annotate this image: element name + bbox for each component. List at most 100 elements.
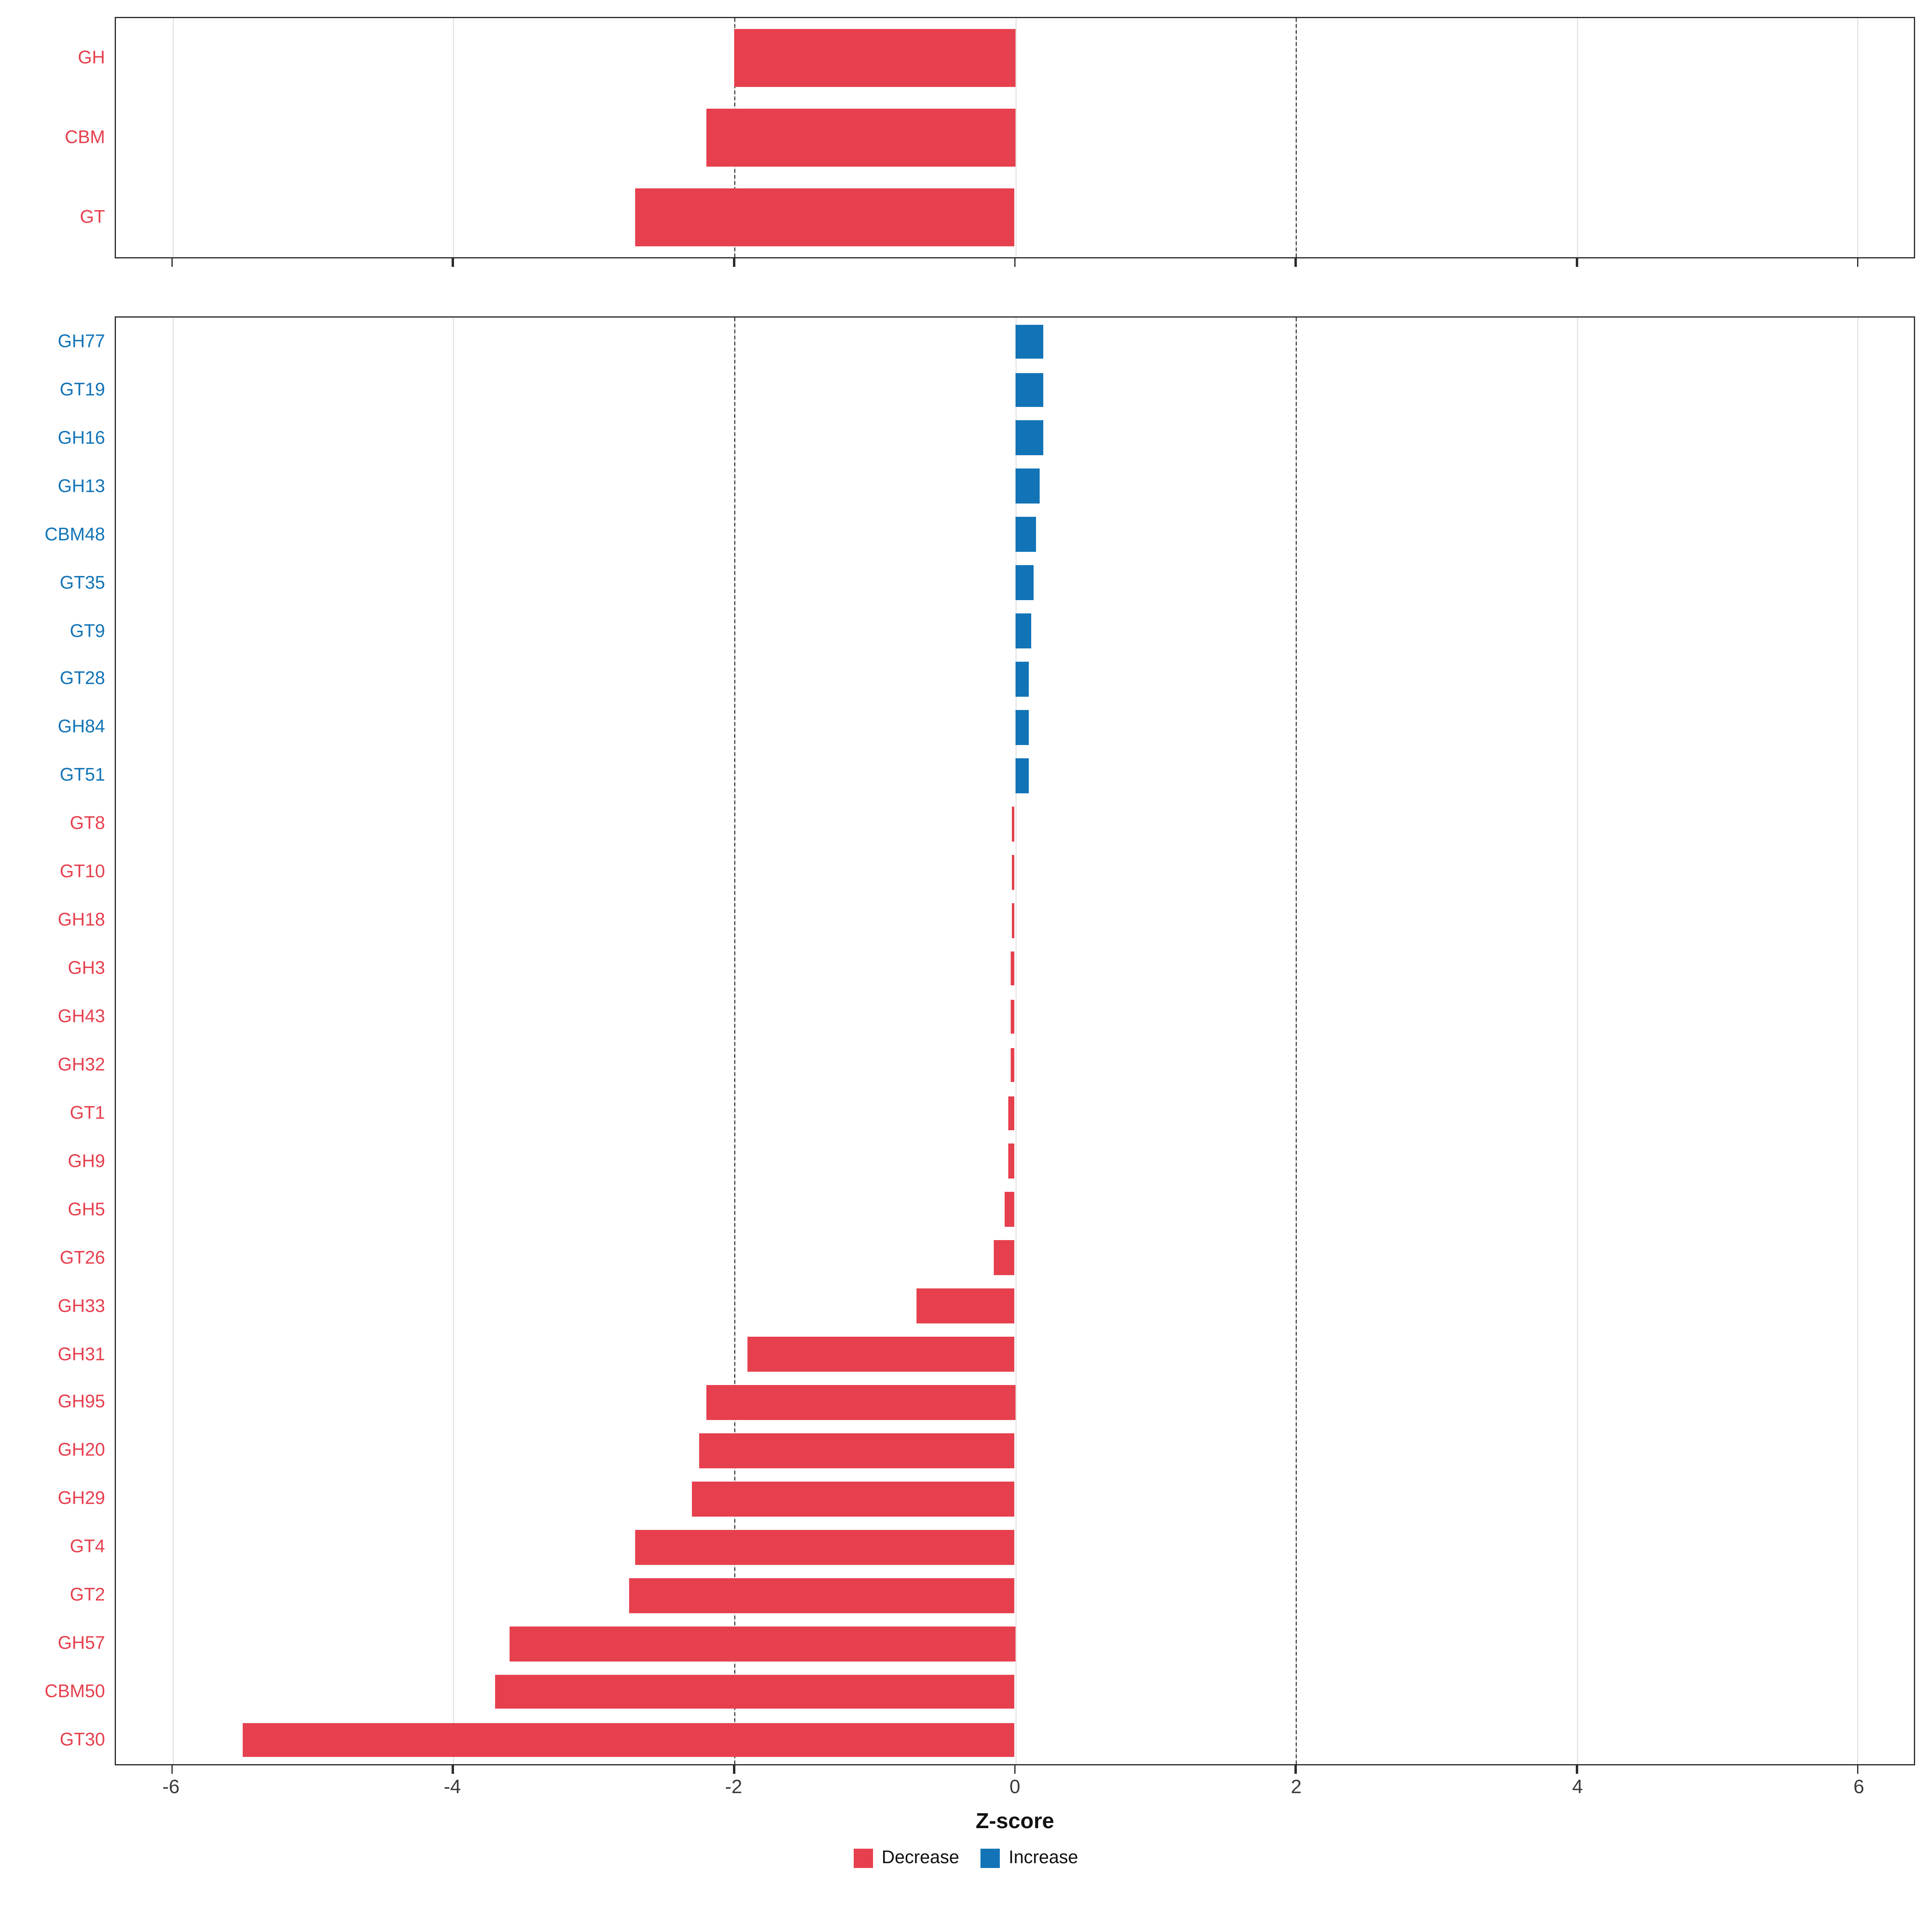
chart-row: GT2 bbox=[70, 1571, 1914, 1620]
bar-decrease bbox=[1012, 903, 1015, 938]
axis-tick-mark bbox=[1014, 1764, 1016, 1774]
gridline bbox=[453, 18, 454, 257]
category-label: CBM bbox=[64, 127, 105, 148]
category-label: GH5 bbox=[68, 1199, 105, 1220]
bar-decrease bbox=[495, 1674, 1015, 1709]
category-label: GH29 bbox=[58, 1488, 105, 1509]
bar-decrease bbox=[628, 1578, 1015, 1613]
chart-row: GH29 bbox=[58, 1475, 1914, 1523]
category-label: GH95 bbox=[58, 1392, 105, 1413]
legend-item-decrease: Decrease bbox=[854, 1847, 959, 1868]
bar-decrease bbox=[748, 1337, 1015, 1372]
category-label: GH16 bbox=[58, 427, 105, 448]
chart-row: GH9 bbox=[68, 1137, 1914, 1186]
legend: Decrease Increase bbox=[0, 1847, 1932, 1868]
bar-increase bbox=[1015, 324, 1043, 359]
chart-row: GT4 bbox=[70, 1523, 1914, 1571]
chart-row: GT1 bbox=[70, 1089, 1914, 1137]
bar-increase bbox=[1015, 517, 1036, 552]
category-label: GH13 bbox=[58, 476, 105, 497]
bar-increase bbox=[1015, 758, 1029, 793]
category-label: GT26 bbox=[60, 1247, 105, 1268]
chart-row: CBM bbox=[65, 98, 1914, 178]
chart-row: GH5 bbox=[68, 1185, 1914, 1234]
chart-row: GH3 bbox=[68, 944, 1914, 993]
gridline bbox=[172, 318, 173, 1764]
category-label: GT bbox=[80, 207, 105, 228]
category-label: GT35 bbox=[60, 572, 105, 593]
bar-decrease bbox=[691, 1481, 1015, 1517]
category-label: GH32 bbox=[58, 1055, 105, 1075]
chart-row: CBM48 bbox=[45, 510, 1914, 559]
category-label: CBM50 bbox=[44, 1681, 105, 1702]
bar-decrease bbox=[509, 1626, 1015, 1661]
bar-increase bbox=[1015, 565, 1033, 600]
bar-increase bbox=[1015, 469, 1040, 504]
axis-tick-mark bbox=[1857, 257, 1859, 267]
axis-tick-mark bbox=[1014, 257, 1016, 267]
bar-increase bbox=[1015, 613, 1032, 648]
chart-row: GT8 bbox=[70, 800, 1914, 848]
axis-tick-label: -2 bbox=[725, 1777, 742, 1798]
bar-decrease bbox=[1008, 1096, 1015, 1131]
bar-decrease bbox=[734, 29, 1015, 87]
chart-row: GH13 bbox=[58, 462, 1914, 510]
chart-row: GH33 bbox=[58, 1282, 1914, 1330]
axis-tick-mark bbox=[1576, 1764, 1578, 1774]
category-label: GT28 bbox=[60, 669, 105, 689]
axis-tick-mark bbox=[1576, 257, 1578, 267]
bar-decrease bbox=[1008, 1144, 1015, 1179]
bar-decrease bbox=[1011, 999, 1015, 1034]
axis-tick-mark bbox=[1295, 257, 1297, 267]
axis-tick-label: 2 bbox=[1291, 1777, 1302, 1798]
chart-row: GH57 bbox=[58, 1620, 1914, 1668]
category-label: GH bbox=[78, 47, 105, 68]
chart-row: GH32 bbox=[58, 1041, 1914, 1089]
chart-row: GH95 bbox=[58, 1379, 1914, 1427]
chart-row: GT bbox=[80, 178, 1914, 257]
chart-row: GH31 bbox=[58, 1330, 1914, 1379]
gridline bbox=[1015, 318, 1016, 1764]
axis-tick-mark bbox=[1295, 1764, 1297, 1774]
chart-row: GT28 bbox=[60, 655, 1914, 704]
axis-tick-label: 4 bbox=[1572, 1777, 1583, 1798]
bar-decrease bbox=[1012, 855, 1015, 890]
category-label: GH57 bbox=[58, 1633, 105, 1654]
bar-decrease bbox=[916, 1288, 1015, 1323]
axis-tick-label: 6 bbox=[1853, 1777, 1864, 1798]
axis-tick-mark bbox=[171, 257, 173, 267]
axis-tick-mark bbox=[452, 1764, 454, 1774]
chart-row: GT10 bbox=[60, 848, 1914, 896]
axis-tick-label: 0 bbox=[1009, 1777, 1020, 1798]
bar-increase bbox=[1015, 421, 1043, 456]
bar-decrease bbox=[1011, 1047, 1015, 1082]
chart-row: GT26 bbox=[60, 1234, 1914, 1282]
bar-decrease bbox=[1012, 806, 1015, 841]
threshold-dashed-line bbox=[1296, 318, 1297, 1764]
chart-row: GT30 bbox=[60, 1716, 1914, 1764]
axis-tick-mark bbox=[733, 257, 735, 267]
bar-decrease bbox=[1011, 951, 1015, 986]
gridline bbox=[1858, 18, 1859, 257]
gridline bbox=[453, 318, 454, 1764]
category-label: GT4 bbox=[70, 1537, 105, 1558]
category-label: GT9 bbox=[70, 621, 105, 642]
bar-decrease bbox=[1005, 1192, 1015, 1227]
category-label: GH84 bbox=[58, 717, 105, 738]
gridline bbox=[1858, 318, 1859, 1764]
x-axis-title: Z-score bbox=[975, 1809, 1055, 1833]
chart-row: GT51 bbox=[60, 751, 1914, 800]
category-label: GH31 bbox=[58, 1344, 105, 1365]
category-label: GT30 bbox=[60, 1730, 105, 1750]
category-label: GT19 bbox=[60, 380, 105, 400]
gridline bbox=[172, 18, 173, 257]
families-panel: GH77 GT19 GH16 GH13 CBM48 GT35 GT9 GT28 GH84 GT51… bbox=[45, 316, 1915, 1774]
bar-decrease bbox=[636, 1530, 1015, 1565]
chart-row: GH20 bbox=[58, 1426, 1914, 1475]
chart-row: GH16 bbox=[58, 414, 1914, 462]
bar-decrease bbox=[242, 1722, 1015, 1758]
bar-increase bbox=[1015, 662, 1029, 697]
category-label: GH20 bbox=[58, 1440, 105, 1461]
